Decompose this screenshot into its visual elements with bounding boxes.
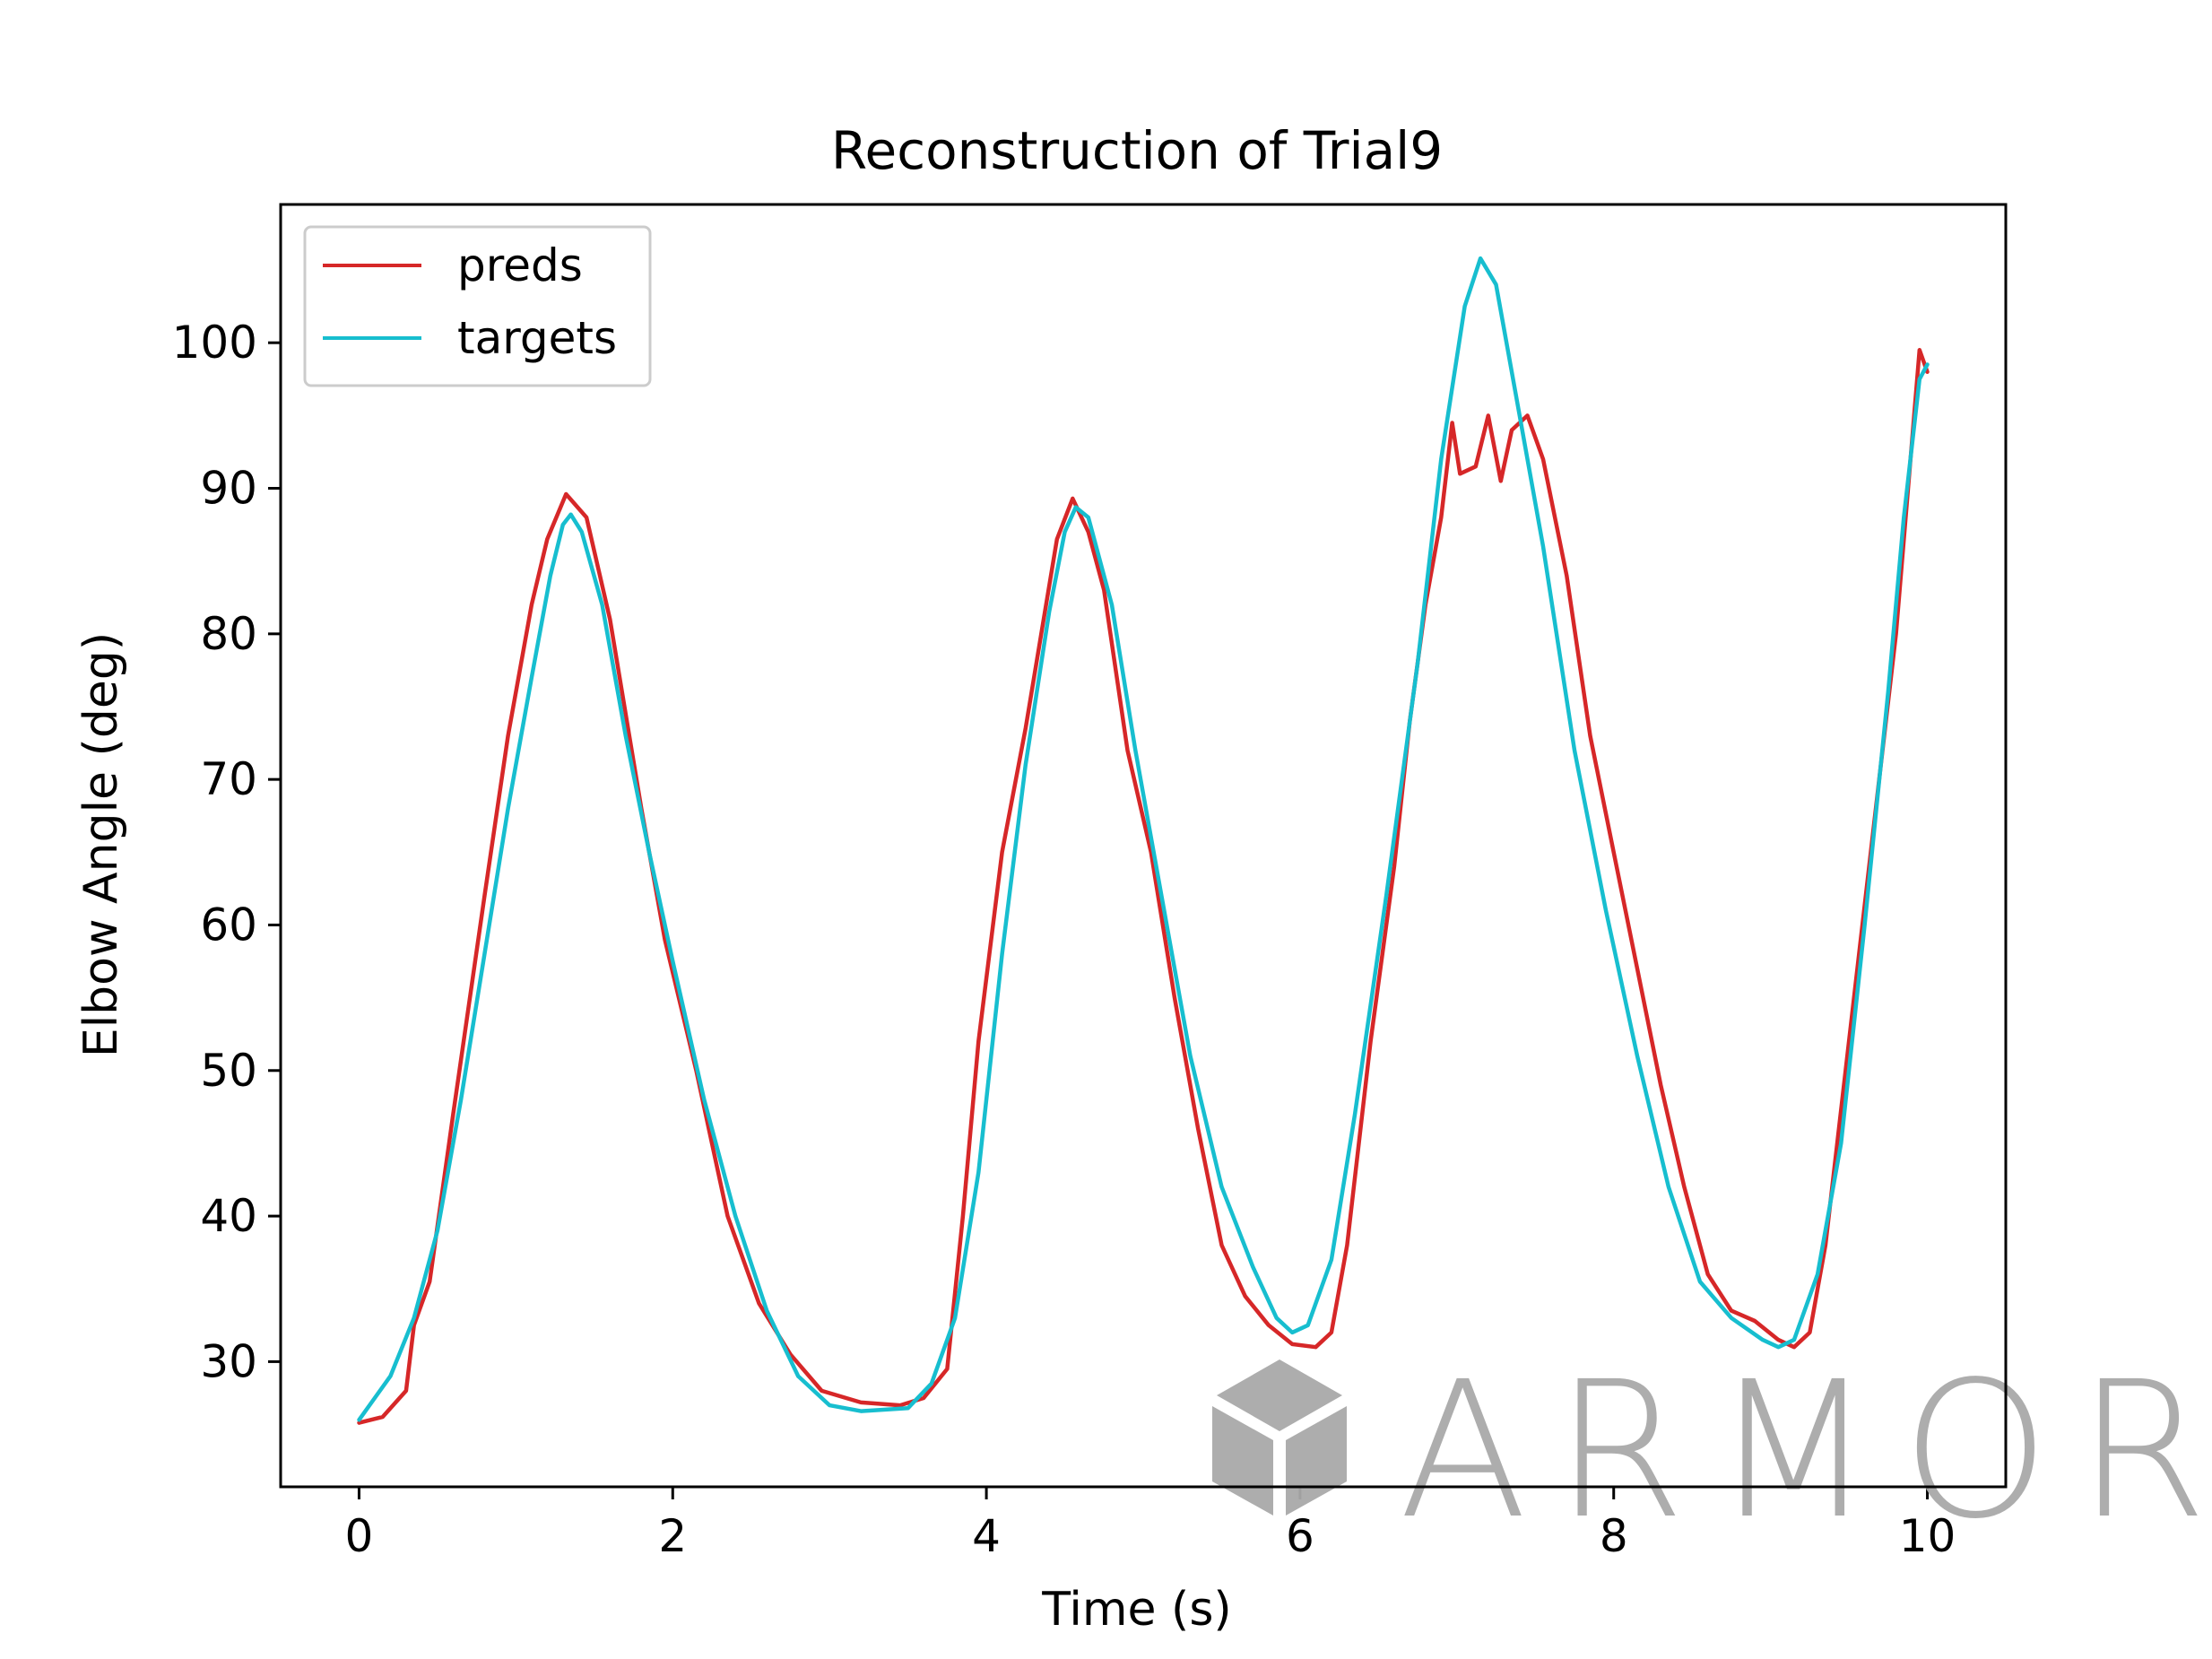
- y-tick-label: 40: [200, 1190, 257, 1242]
- y-tick-label: 30: [200, 1335, 257, 1387]
- series-line-preds: [357, 348, 1930, 1425]
- watermark: ARMOR: [1212, 1341, 2212, 1560]
- x-tick-label: 6: [1286, 1510, 1314, 1562]
- plot-area: [357, 256, 1930, 1425]
- watermark-text: ARMOR: [1399, 1341, 2212, 1560]
- plot-frame: [279, 203, 2008, 1489]
- y-axis-ticks: 30 40 50 60 70 80 90 100: [172, 317, 281, 1387]
- y-tick-label: 60: [200, 899, 257, 951]
- x-axis-ticks: 0 2 4 6 8 10: [345, 1487, 1956, 1562]
- legend-label-targets: targets: [457, 312, 617, 364]
- x-tick-label: 8: [1600, 1510, 1628, 1562]
- x-tick-label: 2: [658, 1510, 687, 1562]
- y-tick-label: 100: [172, 317, 257, 369]
- y-tick-label: 50: [200, 1045, 257, 1097]
- x-tick-label: 4: [972, 1510, 1001, 1562]
- y-tick-label: 80: [200, 608, 257, 660]
- y-axis-label: Elbow Angle (deg): [74, 632, 128, 1057]
- y-tick-label: 90: [200, 463, 257, 515]
- x-tick-label: 10: [1899, 1510, 1956, 1562]
- x-tick-label: 0: [345, 1510, 374, 1562]
- chart-title: Reconstruction of Trial9: [831, 120, 1443, 181]
- x-axis-label: Time (s): [1041, 1583, 1231, 1637]
- series-line-targets: [357, 256, 1930, 1422]
- legend: preds targets: [303, 225, 652, 387]
- legend-label-preds: preds: [457, 239, 583, 291]
- y-tick-label: 70: [200, 753, 257, 805]
